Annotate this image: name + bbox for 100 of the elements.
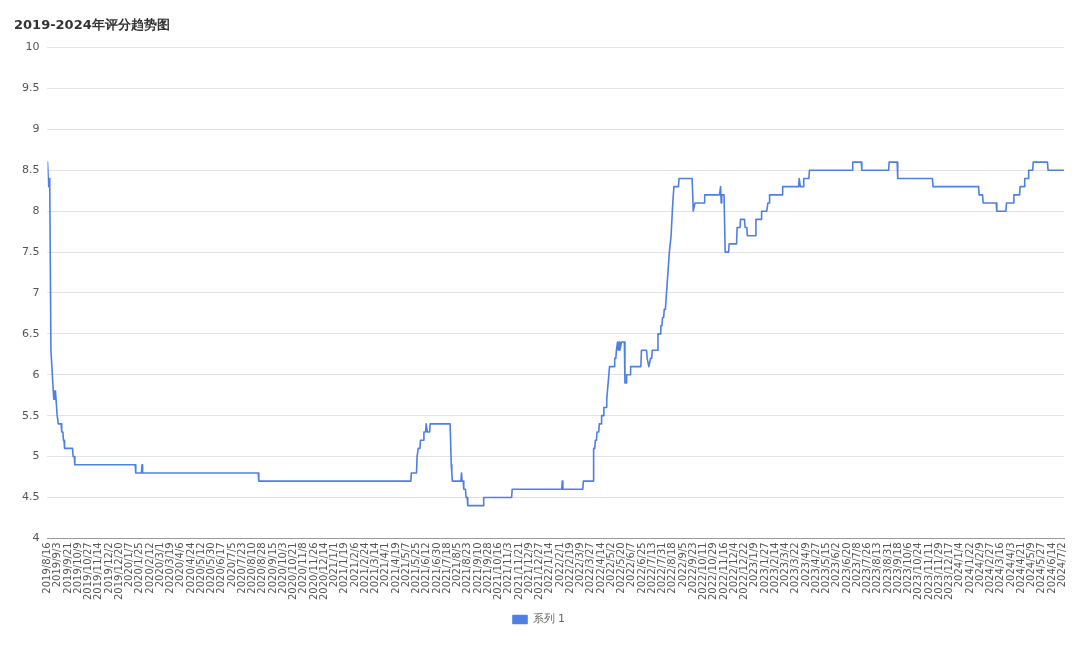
x-tick-label: 2022/11/16 <box>717 542 729 600</box>
x-tick-label: 2020/5/30 <box>205 542 217 594</box>
x-tick-label: 2020/12/14 <box>317 542 329 600</box>
x-tick-label: 2022/5/2 <box>604 542 616 588</box>
x-tick-label: 2023/8/13 <box>871 542 883 594</box>
x-tick-label: 2022/3/9 <box>574 542 586 588</box>
y-tick-label: 9 <box>32 122 40 136</box>
x-tick-label: 2019/11/14 <box>92 542 104 600</box>
x-tick-label: 2022/4/14 <box>594 542 606 594</box>
y-tick-label: 5 <box>32 449 40 463</box>
x-tick-label: 2019/8/16 <box>41 542 53 594</box>
x-tick-label: 2023/6/20 <box>840 542 852 594</box>
y-tick-label: 6.5 <box>21 326 40 340</box>
x-tick-label: 2023/6/2 <box>830 542 842 588</box>
x-tick-label: 2024/2/9 <box>973 542 985 588</box>
x-tick-label: 2020/1/25 <box>133 542 145 594</box>
x-tick-label: 2021/6/12 <box>420 542 432 594</box>
x-tick-label: 2023/10/24 <box>912 542 924 600</box>
x-tick-label: 2023/1/27 <box>758 542 770 594</box>
x-tick-label: 2024/4/21 <box>1014 542 1026 594</box>
x-tick-label: 2020/5/12 <box>194 542 206 594</box>
x-tick-label: 2024/6/14 <box>1045 542 1057 594</box>
x-tick-label: 2020/10/3 <box>276 542 288 594</box>
x-tick-label: 2020/2/12 <box>143 542 155 594</box>
x-tick-label: 2024/4/3 <box>1004 542 1016 588</box>
x-tick-label: 2024/1/22 <box>963 542 975 594</box>
x-tick-label: 2023/11/29 <box>932 542 944 600</box>
x-tick-label: 2021/2/24 <box>358 542 370 594</box>
x-tick-label: 2021/10/16 <box>492 542 504 600</box>
x-tick-label: 2023/1/9 <box>748 542 760 588</box>
x-tick-label: 2023/4/9 <box>799 542 811 588</box>
x-tick-label: 2020/7/23 <box>235 542 247 594</box>
x-tick-label: 2023/2/14 <box>768 542 780 594</box>
chart-title: 2019-2024年评分趋势图 <box>14 17 170 33</box>
x-tick-label: 2022/7/31 <box>656 542 668 594</box>
y-tick-label: 6 <box>32 367 40 381</box>
x-tick-label: 2022/6/25 <box>635 542 647 594</box>
x-tick-label: 2021/7/18 <box>440 542 452 594</box>
x-tick-label: 2024/5/27 <box>1035 542 1047 594</box>
y-tick-label: 5.5 <box>21 408 40 422</box>
x-tick-label: 2021/9/28 <box>481 542 493 594</box>
x-tick-label: 2020/11/8 <box>297 542 309 594</box>
x-tick-label: 2024/5/9 <box>1025 542 1037 588</box>
x-tick-label: 2021/2/6 <box>348 542 360 588</box>
x-tick-label: 2021/5/25 <box>410 542 422 594</box>
x-tick-label: 2024/3/16 <box>994 542 1006 594</box>
x-tick-label: 2022/12/4 <box>727 542 739 594</box>
x-tick-label: 2019/10/27 <box>82 542 94 600</box>
y-tick-label: 8.5 <box>21 163 40 177</box>
x-tick-label: 2020/8/28 <box>256 542 268 594</box>
x-tick-label: 2022/5/20 <box>615 542 627 594</box>
x-tick-label: 2021/4/1 <box>379 542 391 588</box>
y-tick-label: 7.5 <box>21 244 40 258</box>
x-tick-label: 2022/12/22 <box>738 542 750 600</box>
x-tick-label: 2020/6/17 <box>215 542 227 594</box>
x-tick-label: 2023/12/17 <box>943 542 955 600</box>
x-tick-label: 2020/7/5 <box>225 542 237 588</box>
x-tick-label: 2021/9/10 <box>471 542 483 594</box>
x-tick-label: 2020/1/7 <box>123 542 135 588</box>
x-tick-label: 2021/1/19 <box>338 542 350 594</box>
x-tick-label: 2021/12/27 <box>533 542 545 600</box>
x-tick-label: 2019/9/21 <box>61 542 73 594</box>
x-tick-label: 2019/9/3 <box>51 542 63 588</box>
x-tick-label: 2021/11/3 <box>502 542 514 594</box>
x-tick-label: 2019/10/9 <box>71 542 83 594</box>
x-tick-label: 2022/1/14 <box>543 542 555 594</box>
x-tick-label: 2021/8/23 <box>461 542 473 594</box>
y-tick-label: 8 <box>32 204 40 218</box>
x-tick-label: 2020/8/10 <box>246 542 258 594</box>
x-tick-label: 2023/3/22 <box>789 542 801 594</box>
y-tick-label: 9.5 <box>21 81 40 95</box>
y-tick-label: 4.5 <box>21 490 40 504</box>
x-tick-label: 2021/3/14 <box>369 542 381 594</box>
x-tick-label: 2020/10/21 <box>287 542 299 600</box>
y-tick-label: 4 <box>32 531 40 545</box>
x-tick-label: 2023/5/15 <box>820 542 832 594</box>
x-tick-label: 2020/4/6 <box>174 542 186 588</box>
x-tick-label: 2022/10/29 <box>707 542 719 600</box>
x-tick-label: 2022/9/5 <box>676 542 688 588</box>
x-tick-label: 2019/12/20 <box>112 542 124 600</box>
x-tick-label: 2022/2/1 <box>553 542 565 588</box>
x-tick-label: 2023/8/31 <box>881 542 893 594</box>
x-tick-label: 2024/2/27 <box>984 542 996 594</box>
x-tick-label: 2022/8/18 <box>666 542 678 594</box>
x-tick-label: 2023/4/27 <box>809 542 821 594</box>
x-tick-label: 2021/8/5 <box>451 542 463 588</box>
x-tick-label: 2021/4/19 <box>389 542 401 594</box>
legend-label: 系列 1 <box>532 612 565 626</box>
x-tick-label: 2021/12/9 <box>522 542 534 594</box>
x-tick-label: 2022/9/23 <box>686 542 698 594</box>
x-tick-label: 2020/11/26 <box>307 542 319 600</box>
x-tick-label: 2021/6/30 <box>430 542 442 594</box>
x-tick-label: 2023/9/18 <box>891 542 903 594</box>
x-tick-label: 2023/3/4 <box>779 542 791 588</box>
x-tick-label: 2022/3/27 <box>584 542 596 594</box>
x-tick-label: 2022/10/11 <box>697 542 709 600</box>
x-tick-label: 2021/5/7 <box>399 542 411 588</box>
x-tick-label: 2023/10/6 <box>902 542 914 594</box>
y-tick-label: 10 <box>25 40 40 54</box>
x-tick-label: 2022/6/7 <box>625 542 637 588</box>
